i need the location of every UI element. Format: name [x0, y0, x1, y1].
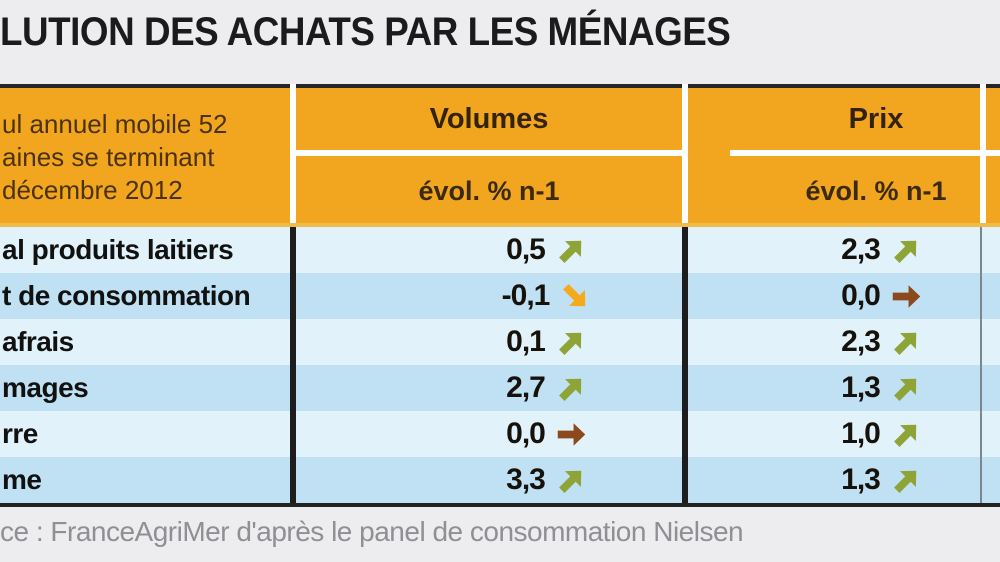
prix-cell: 1,3: [688, 457, 980, 503]
volumes-cell: -0,1: [296, 273, 682, 319]
cropped-cell: [982, 227, 1000, 273]
table-row: me 3,3 1,3: [0, 457, 1000, 503]
table-row: mages 2,7 1,3: [0, 365, 1000, 411]
period-note-line-3: décembre 2012: [2, 174, 183, 205]
prix-value: 0,0: [841, 279, 881, 312]
column-divider: [682, 273, 688, 319]
volumes-value: 0,5: [506, 233, 546, 266]
column-divider-thin: [980, 457, 982, 503]
column-divider: [682, 227, 688, 273]
trend-flat-icon: [890, 280, 923, 313]
volumes-cell: 0,0: [296, 411, 682, 457]
prix-column-sublabel: évol. % n-1: [805, 175, 947, 206]
column-divider: [290, 273, 296, 319]
trend-up-icon: [890, 464, 923, 497]
prix-value: 1,3: [841, 463, 881, 496]
column-divider: [290, 227, 296, 273]
volumes-cell: 2,7: [296, 365, 682, 411]
volumes-cell: 0,1: [296, 319, 682, 365]
table-body: al produits laitiers 0,5 2,3 t de consom…: [0, 227, 1000, 503]
volumes-value: -0,1: [501, 279, 551, 312]
prix-value: 1,0: [841, 417, 881, 450]
volumes-value: 0,1: [506, 325, 546, 358]
column-divider: [682, 365, 688, 411]
source-note: ce : FranceAgriMer d'après le panel de c…: [0, 516, 744, 547]
row-label: t de consommation: [0, 273, 290, 319]
trend-up-icon: [555, 372, 588, 405]
column-header-volumes: Volumes évol. % n-1: [296, 84, 682, 226]
column-divider: [290, 365, 296, 411]
column-divider: [682, 411, 688, 457]
table-row: rre 0,0 1,0: [0, 411, 1000, 457]
period-note-cell: ul annuel mobile 52 aines se terminant d…: [0, 84, 290, 226]
prix-value: 2,3: [841, 325, 881, 358]
cropped-cell: [982, 319, 1000, 365]
trend-up-icon: [890, 234, 923, 267]
prix-cell: 2,3: [688, 227, 980, 273]
volumes-column-label: Volumes: [296, 88, 682, 156]
volumes-column-sublabel: évol. % n-1: [418, 175, 560, 206]
prix-value: 2,3: [841, 233, 881, 266]
trend-up-icon: [890, 372, 923, 405]
header-bottom-line: [0, 223, 1000, 227]
column-divider-thin: [980, 273, 982, 319]
row-label: rre: [0, 411, 290, 457]
table-row: t de consommation -0,1 0,0: [0, 273, 1000, 319]
prix-value: 1,3: [841, 371, 881, 404]
prix-cell: 1,3: [688, 365, 980, 411]
table-row: afrais 0,1 2,3: [0, 319, 1000, 365]
column-divider: [290, 319, 296, 365]
table-bottom-border: [0, 503, 1000, 507]
trend-up-icon: [890, 326, 923, 359]
volumes-value: 0,0: [506, 417, 546, 450]
column-divider: [290, 457, 296, 503]
trend-up-icon: [555, 326, 588, 359]
column-divider-thin: [980, 319, 982, 365]
column-divider: [682, 319, 688, 365]
trend-up-icon: [555, 464, 588, 497]
period-note-line-1: ul annuel mobile 52: [2, 108, 228, 139]
prix-cell: 2,3: [688, 319, 980, 365]
trend-up-icon: [890, 418, 923, 451]
volumes-value: 2,7: [506, 371, 546, 404]
cropped-cell: [982, 273, 1000, 319]
cropped-cell: [982, 457, 1000, 503]
trend-flat-icon: [555, 418, 588, 451]
table-row: al produits laitiers 0,5 2,3: [0, 227, 1000, 273]
cropped-cell: [982, 411, 1000, 457]
table-header: ul annuel mobile 52 aines se terminant d…: [0, 84, 1000, 226]
row-label: me: [0, 457, 290, 503]
volumes-cell: 3,3: [296, 457, 682, 503]
column-header-prix: Prix évol. % n-1: [688, 84, 1000, 226]
row-label: al produits laitiers: [0, 227, 290, 273]
prix-cell: 0,0: [688, 273, 980, 319]
volumes-cell: 0,5: [296, 227, 682, 273]
page-title: LUTION DES ACHATS PAR LES MÉNAGES: [0, 10, 731, 54]
trend-down-icon: [559, 280, 592, 313]
volumes-value: 3,3: [506, 463, 546, 496]
column-divider-thin: [980, 411, 982, 457]
column-divider: [290, 411, 296, 457]
trend-up-icon: [555, 234, 588, 267]
prix-column-label: Prix: [730, 88, 1000, 156]
column-divider-thin: [980, 227, 982, 273]
row-label: mages: [0, 365, 290, 411]
column-divider: [682, 457, 688, 503]
prix-cell: 1,0: [688, 411, 980, 457]
cropped-cell: [982, 365, 1000, 411]
column-divider-thin: [980, 365, 982, 411]
row-label: afrais: [0, 319, 290, 365]
period-note-line-2: aines se terminant: [2, 141, 215, 172]
